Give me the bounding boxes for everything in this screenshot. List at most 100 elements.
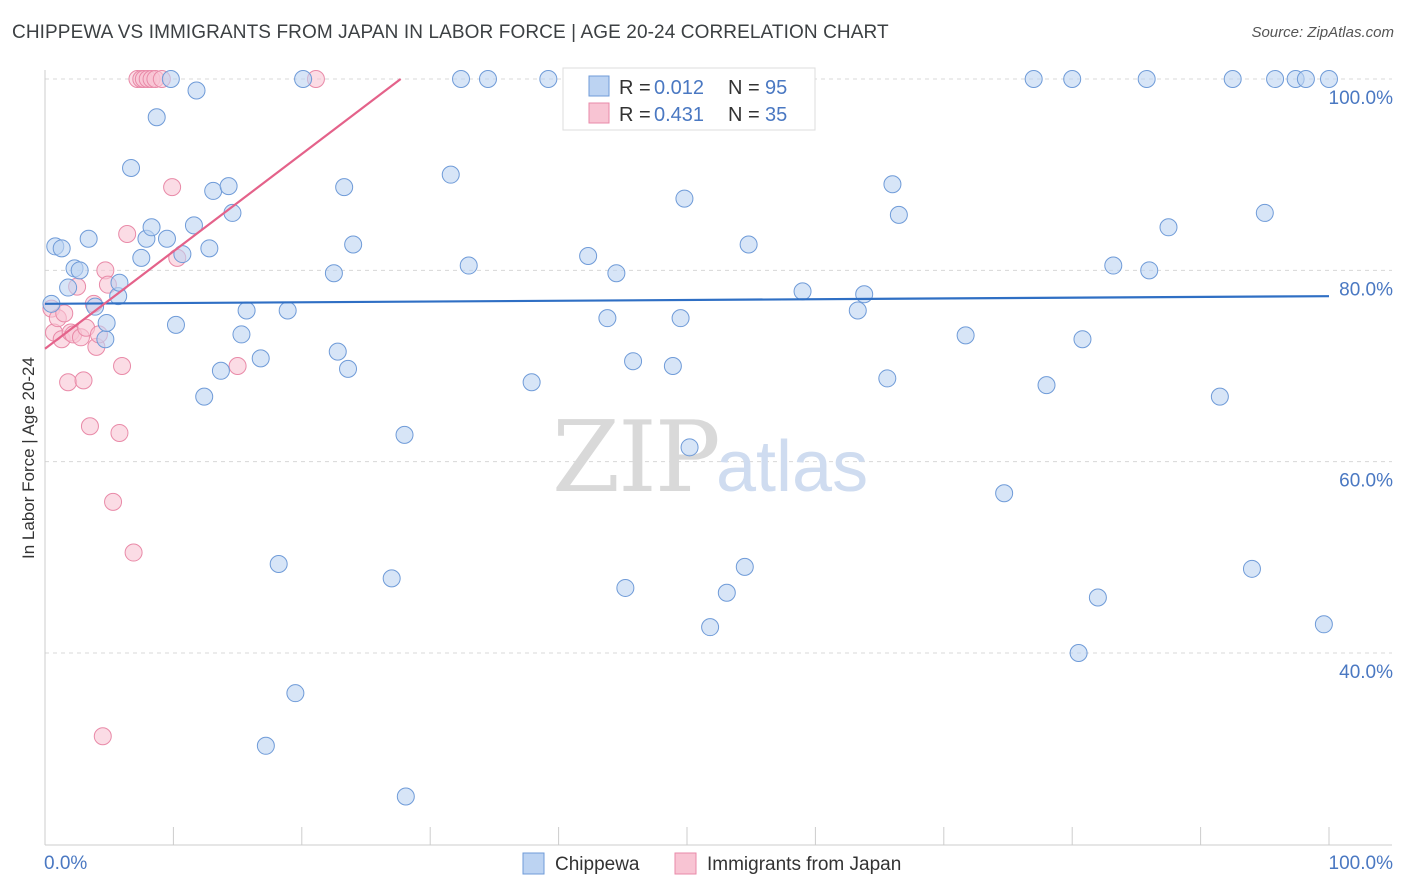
- y-tick-label-100: 100.0%: [1329, 88, 1394, 109]
- point-chippewa-37: [324, 264, 343, 283]
- point-chippewa-54: [607, 264, 626, 283]
- point-chippewa-53: [598, 309, 617, 328]
- point-chippewa-40: [339, 359, 358, 378]
- point-chippewa-24: [200, 239, 219, 258]
- point-chippewa-81: [1104, 256, 1123, 275]
- point-chippewa-64: [735, 557, 754, 576]
- point-chippewa-22: [187, 81, 206, 100]
- point-chippewa-72: [889, 205, 908, 224]
- point-chippewa-76: [1037, 376, 1056, 395]
- legend-r-label-0: R =: [619, 77, 651, 99]
- legend-r-value-1: 0.431: [654, 104, 704, 126]
- legend-n-value-1: 35: [765, 104, 787, 126]
- point-chippewa-87: [1242, 559, 1261, 578]
- point-chippewa-78: [1069, 644, 1088, 662]
- point-chippewa-18: [161, 70, 180, 88]
- point-chippewa-3: [59, 278, 78, 297]
- point-chippewa-31: [251, 349, 270, 368]
- legend-n-label-0: N =: [728, 77, 760, 99]
- point-chippewa-21: [184, 216, 203, 235]
- trend-line-chippewa: [44, 295, 1330, 305]
- chart-title: CHIPPEWA VS IMMIGRANTS FROM JAPAN IN LAB…: [12, 22, 889, 43]
- point-chippewa-17: [157, 229, 176, 248]
- legend-r-value-0: 0.012: [654, 77, 704, 99]
- point-chippewa-73: [956, 326, 975, 345]
- point-chippewa-82: [1137, 70, 1156, 88]
- axis-layer: 100.0% 80.0% 60.0% 40.0% 0.0% 100.0%: [44, 70, 1393, 874]
- point-chippewa-13: [132, 248, 151, 267]
- point-chippewa-52: [579, 246, 598, 265]
- point-japan-10: [74, 371, 93, 390]
- point-chippewa-89: [1266, 70, 1285, 88]
- point-chippewa-15: [142, 218, 161, 237]
- legend-n-label-1: N =: [728, 104, 760, 126]
- point-chippewa-85: [1210, 387, 1229, 406]
- point-chippewa-79: [1073, 330, 1092, 349]
- series-legend-label-japan: Immigrants from Japan: [707, 854, 901, 875]
- point-japan-22: [118, 224, 137, 243]
- series-legend-swatch-japan: [674, 852, 697, 875]
- point-japan-19: [104, 492, 123, 511]
- point-chippewa-32: [256, 736, 275, 755]
- trend-line-japan: [44, 78, 402, 350]
- point-chippewa-49: [522, 373, 541, 392]
- point-chippewa-83: [1140, 261, 1159, 280]
- point-chippewa-35: [286, 684, 305, 703]
- point-chippewa-30: [237, 301, 256, 320]
- point-chippewa-65: [739, 235, 758, 254]
- series-legend: Chippewa Immigrants from Japan: [522, 852, 901, 875]
- series-legend-label-chippewa: Chippewa: [555, 854, 640, 875]
- watermark: ZIP atlas: [552, 401, 868, 515]
- point-japan-4: [55, 304, 74, 323]
- point-chippewa-34: [278, 301, 297, 320]
- point-chippewa-41: [344, 235, 363, 254]
- point-japan-16: [93, 727, 112, 746]
- legend-swatch-chippewa: [588, 75, 610, 97]
- point-chippewa-91: [1296, 70, 1315, 88]
- legend-swatch-japan: [588, 102, 610, 124]
- point-japan-33: [228, 357, 247, 375]
- point-chippewa-39: [335, 178, 354, 197]
- point-chippewa-12: [122, 158, 141, 177]
- legend-n-value-0: 95: [765, 77, 787, 99]
- point-chippewa-38: [328, 342, 347, 361]
- point-japan-21: [113, 357, 132, 375]
- point-chippewa-8: [96, 330, 115, 349]
- point-chippewa-43: [395, 425, 414, 444]
- point-chippewa-6: [79, 229, 98, 248]
- point-chippewa-2: [52, 239, 71, 258]
- point-chippewa-77: [1063, 70, 1082, 88]
- point-japan-31: [163, 178, 182, 197]
- point-chippewa-62: [701, 618, 720, 637]
- point-japan-23: [124, 543, 143, 562]
- y-tick-label-60: 60.0%: [1339, 471, 1393, 492]
- watermark-zip: ZIP: [552, 401, 719, 515]
- point-chippewa-55: [616, 578, 635, 597]
- point-chippewa-48: [478, 70, 497, 88]
- series-immigrants-from-japan: [42, 70, 325, 746]
- point-chippewa-92: [1314, 615, 1333, 634]
- point-chippewa-5: [70, 261, 89, 280]
- point-chippewa-70: [878, 369, 897, 388]
- point-chippewa-61: [680, 438, 699, 457]
- point-chippewa-44: [396, 787, 415, 806]
- point-chippewa-19: [166, 315, 185, 334]
- x-tick-label-100: 100.0%: [1329, 853, 1394, 874]
- point-chippewa-75: [1024, 70, 1043, 88]
- point-chippewa-23: [195, 387, 214, 406]
- source-label: Source: ZipAtlas.com: [1251, 24, 1394, 41]
- trend-layer: [44, 78, 1330, 350]
- point-chippewa-27: [219, 177, 238, 196]
- point-japan-20: [110, 423, 129, 442]
- point-chippewa-45: [441, 165, 460, 184]
- point-chippewa-33: [269, 555, 288, 574]
- point-chippewa-93: [1320, 70, 1338, 88]
- point-japan-5: [59, 373, 78, 392]
- legend-r-label-1: R =: [619, 104, 651, 126]
- point-chippewa-47: [459, 256, 478, 275]
- watermark-atlas: atlas: [716, 427, 868, 507]
- point-chippewa-29: [232, 325, 251, 344]
- point-chippewa-58: [663, 357, 682, 375]
- point-chippewa-16: [147, 108, 166, 127]
